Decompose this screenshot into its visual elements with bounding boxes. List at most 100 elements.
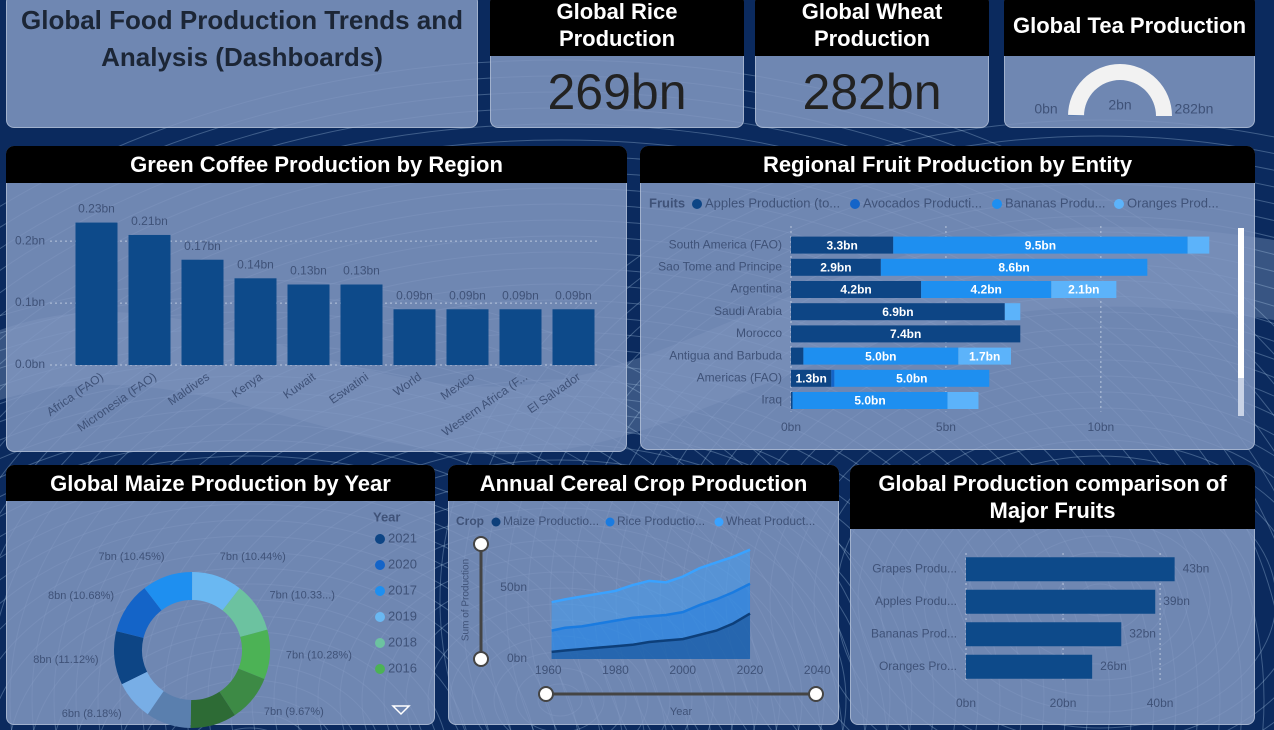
swirl (232, 727, 268, 730)
bar-segment (921, 281, 1052, 298)
data-label: 0.21bn (131, 214, 168, 228)
legend-label: 2018 (388, 634, 417, 649)
y-tick-label: 0bn (507, 651, 527, 665)
bar-segment (1004, 303, 1021, 321)
bar-segment (791, 392, 793, 409)
data-label: 5.0bn (896, 371, 927, 385)
legend-label: 2021 (388, 530, 417, 545)
legend-marker (375, 612, 385, 622)
dashboard-title: Global Food Production Trends and Analys… (21, 5, 463, 72)
data-label: 9.5bn (1025, 238, 1056, 252)
bar-segment (958, 347, 1011, 365)
y-tick-label: 0.0bn (15, 357, 45, 371)
data-label: 0.09bn (449, 288, 486, 302)
swirl (0, 455, 667, 730)
slider-handle (473, 536, 489, 552)
panel (6, 0, 478, 128)
data-label: 0.09bn (396, 288, 433, 302)
data-label: 7bn (10.45%) (99, 551, 165, 563)
data-label: 4.2bn (971, 283, 1002, 297)
bar-segment (803, 347, 959, 365)
bar-segment (791, 303, 1005, 321)
donut-slice (238, 629, 270, 680)
bar (966, 589, 1156, 614)
legend-title: Fruits (649, 195, 685, 210)
bar (552, 309, 595, 365)
bar (966, 654, 1093, 679)
y-tick-label: Oranges Pro... (879, 659, 957, 673)
bar (393, 309, 436, 365)
bar (499, 309, 542, 365)
x-tick-label: 0bn (781, 420, 801, 434)
legend-label: 2020 (388, 556, 417, 571)
x-tick-label: 20bn (1050, 696, 1077, 710)
data-label: 0.13bn (290, 264, 327, 278)
data-label: 1.3bn (795, 371, 826, 385)
donut-slice (192, 572, 240, 611)
bar-segment (791, 258, 881, 276)
legend-marker (850, 199, 860, 209)
area (551, 549, 751, 659)
bar-segment (834, 369, 990, 387)
x-axis-label: Year (670, 706, 693, 718)
data-label: 0.23bn (78, 202, 115, 216)
legend-title: Crop (456, 514, 484, 528)
gauge-label: 2bn (1108, 97, 1131, 113)
bar-segment (1051, 281, 1117, 298)
x-tick-label: 10bn (1088, 420, 1115, 434)
bar-segment (893, 236, 1188, 254)
x-tick-label: Mexico (438, 369, 477, 402)
legend-marker (605, 517, 615, 527)
panel-title: Global Tea Production (1004, 0, 1255, 56)
x-tick-label: 2000 (669, 663, 696, 677)
panel-title: Global Production comparison of Major Fr… (850, 465, 1255, 529)
data-label: 8bn (11.12%) (33, 654, 98, 666)
x-tick-label: 1980 (602, 663, 629, 677)
legend-label: Rice Productio... (617, 514, 705, 528)
data-label: 8.6bn (998, 260, 1029, 274)
y-tick-label: 0.1bn (15, 295, 45, 309)
data-label: 32bn (1129, 626, 1156, 640)
donut-slice (114, 631, 148, 685)
bar-segment (791, 325, 1021, 343)
panel-title: Global Rice Production (490, 0, 744, 56)
bar (287, 284, 330, 365)
legend-marker (992, 199, 1002, 209)
panel-title: Annual Cereal Crop Production (448, 465, 839, 501)
bar (966, 622, 1122, 647)
bar-segment (947, 392, 979, 409)
donut-slice (121, 671, 164, 715)
y-tick-label: Antigua and Barbuda (669, 348, 782, 362)
legend-marker (375, 586, 385, 596)
legend-label: 2017 (388, 582, 417, 597)
data-label: 5.0bn (865, 349, 896, 363)
data-label: 7bn (10.44%) (220, 551, 286, 563)
y-tick-label: 50bn (500, 580, 527, 594)
y-tick-label: Morocco (736, 326, 782, 340)
bar-segment (880, 258, 1148, 276)
card-value: 282bn (802, 64, 942, 120)
slider-handle (808, 686, 824, 702)
y-tick-label: 0.2bn (15, 233, 45, 247)
legend-marker (714, 517, 724, 527)
bar-segment (831, 369, 835, 387)
y-tick-label: Iraq (761, 393, 782, 407)
data-label: 1.7bn (969, 349, 1000, 363)
swirl (0, 139, 1274, 492)
gauge-tick-label: 282bn (1175, 101, 1214, 117)
line (551, 582, 751, 632)
legend-marker (375, 560, 385, 570)
slider-handle (538, 686, 554, 702)
x-tick-label: Eswatini (326, 370, 371, 407)
legend-title: Year (373, 509, 400, 524)
legend-marker (375, 638, 385, 648)
data-label: 26bn (1100, 659, 1127, 673)
data-label: 2.9bn (820, 260, 851, 274)
donut-slice (190, 691, 235, 728)
data-label: 3.3bn (826, 238, 857, 252)
y-tick-label: Saudi Arabia (714, 304, 782, 318)
legend-marker (1114, 199, 1124, 209)
x-tick-label: 40bn (1147, 696, 1174, 710)
donut-slice (147, 691, 192, 728)
x-tick-label: 2040 (804, 663, 831, 677)
